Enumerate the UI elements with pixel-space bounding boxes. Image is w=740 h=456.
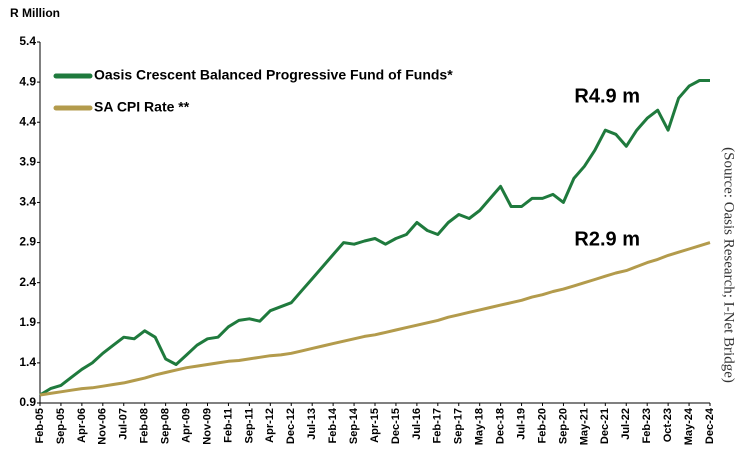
x-tick-label: Jul-19 xyxy=(515,408,527,440)
x-tick-label: Oct-23 xyxy=(662,408,674,442)
x-tick-label: Sep-11 xyxy=(243,408,255,443)
x-tick-label: May-21 xyxy=(578,408,590,445)
y-tick-label: 1.9 xyxy=(19,315,36,329)
y-tick-label: 3.9 xyxy=(19,155,36,169)
annotation: R4.9 m xyxy=(574,85,640,107)
x-tick-label: Sep-05 xyxy=(55,408,67,444)
x-tick-label: Apr-12 xyxy=(264,408,276,443)
x-tick-label: Sep-20 xyxy=(557,408,569,444)
source-note: (Source: Oasis Research; I-Net Bridge) xyxy=(721,147,737,383)
x-tick-label: Feb-08 xyxy=(139,408,151,443)
x-tick-label: Apr-06 xyxy=(76,408,88,443)
y-tick-label: 2.4 xyxy=(19,275,36,289)
x-tick-label: Apr-09 xyxy=(180,408,192,443)
x-tick-label: Jul-07 xyxy=(118,408,130,440)
x-tick-label: Dec-24 xyxy=(704,407,716,444)
y-tick-label: 5.4 xyxy=(19,34,36,48)
y-tick-label: 1.4 xyxy=(19,355,36,369)
x-tick-label: Dec-12 xyxy=(285,408,297,444)
x-tick-label: Sep-08 xyxy=(160,408,172,444)
x-tick-label: Jul-16 xyxy=(411,408,423,440)
x-tick-label: Apr-15 xyxy=(369,408,381,443)
x-tick-label: Nov-09 xyxy=(201,408,213,445)
x-tick-label: May-24 xyxy=(683,407,695,445)
x-tick-label: Feb-05 xyxy=(34,408,46,443)
series-line xyxy=(39,241,711,397)
x-tick-label: May-18 xyxy=(474,408,486,445)
x-tick-label: Dec-15 xyxy=(390,408,402,444)
x-tick-label: Jul-13 xyxy=(306,408,318,440)
y-tick-label: 3.4 xyxy=(19,195,36,209)
y-axis-title: R Million xyxy=(10,6,60,20)
x-tick-label: Feb-17 xyxy=(432,408,444,443)
x-tick-label: Nov-06 xyxy=(97,408,109,445)
x-tick-label: Sep-17 xyxy=(453,408,465,444)
y-tick-label: 4.4 xyxy=(19,114,36,128)
x-tick-label: Feb-20 xyxy=(536,408,548,443)
x-tick-label: Jul-22 xyxy=(620,408,632,440)
x-tick-label: Dec-18 xyxy=(495,408,507,444)
x-tick-label: Feb-23 xyxy=(641,408,653,443)
legend-label: SA CPI Rate ** xyxy=(94,99,190,115)
x-tick-label: Feb-14 xyxy=(327,407,339,443)
legend-label: Oasis Crescent Balanced Progressive Fund… xyxy=(94,67,453,83)
series-line xyxy=(39,79,710,397)
y-tick-label: 2.9 xyxy=(19,235,36,249)
x-tick-label: Feb-11 xyxy=(222,408,234,443)
annotation: R2.9 m xyxy=(574,228,640,250)
y-tick-label: 4.9 xyxy=(19,74,36,88)
x-tick-label: Dec-21 xyxy=(599,408,611,444)
y-tick-label: 0.9 xyxy=(19,395,36,409)
x-tick-label: Sep-14 xyxy=(348,407,360,444)
